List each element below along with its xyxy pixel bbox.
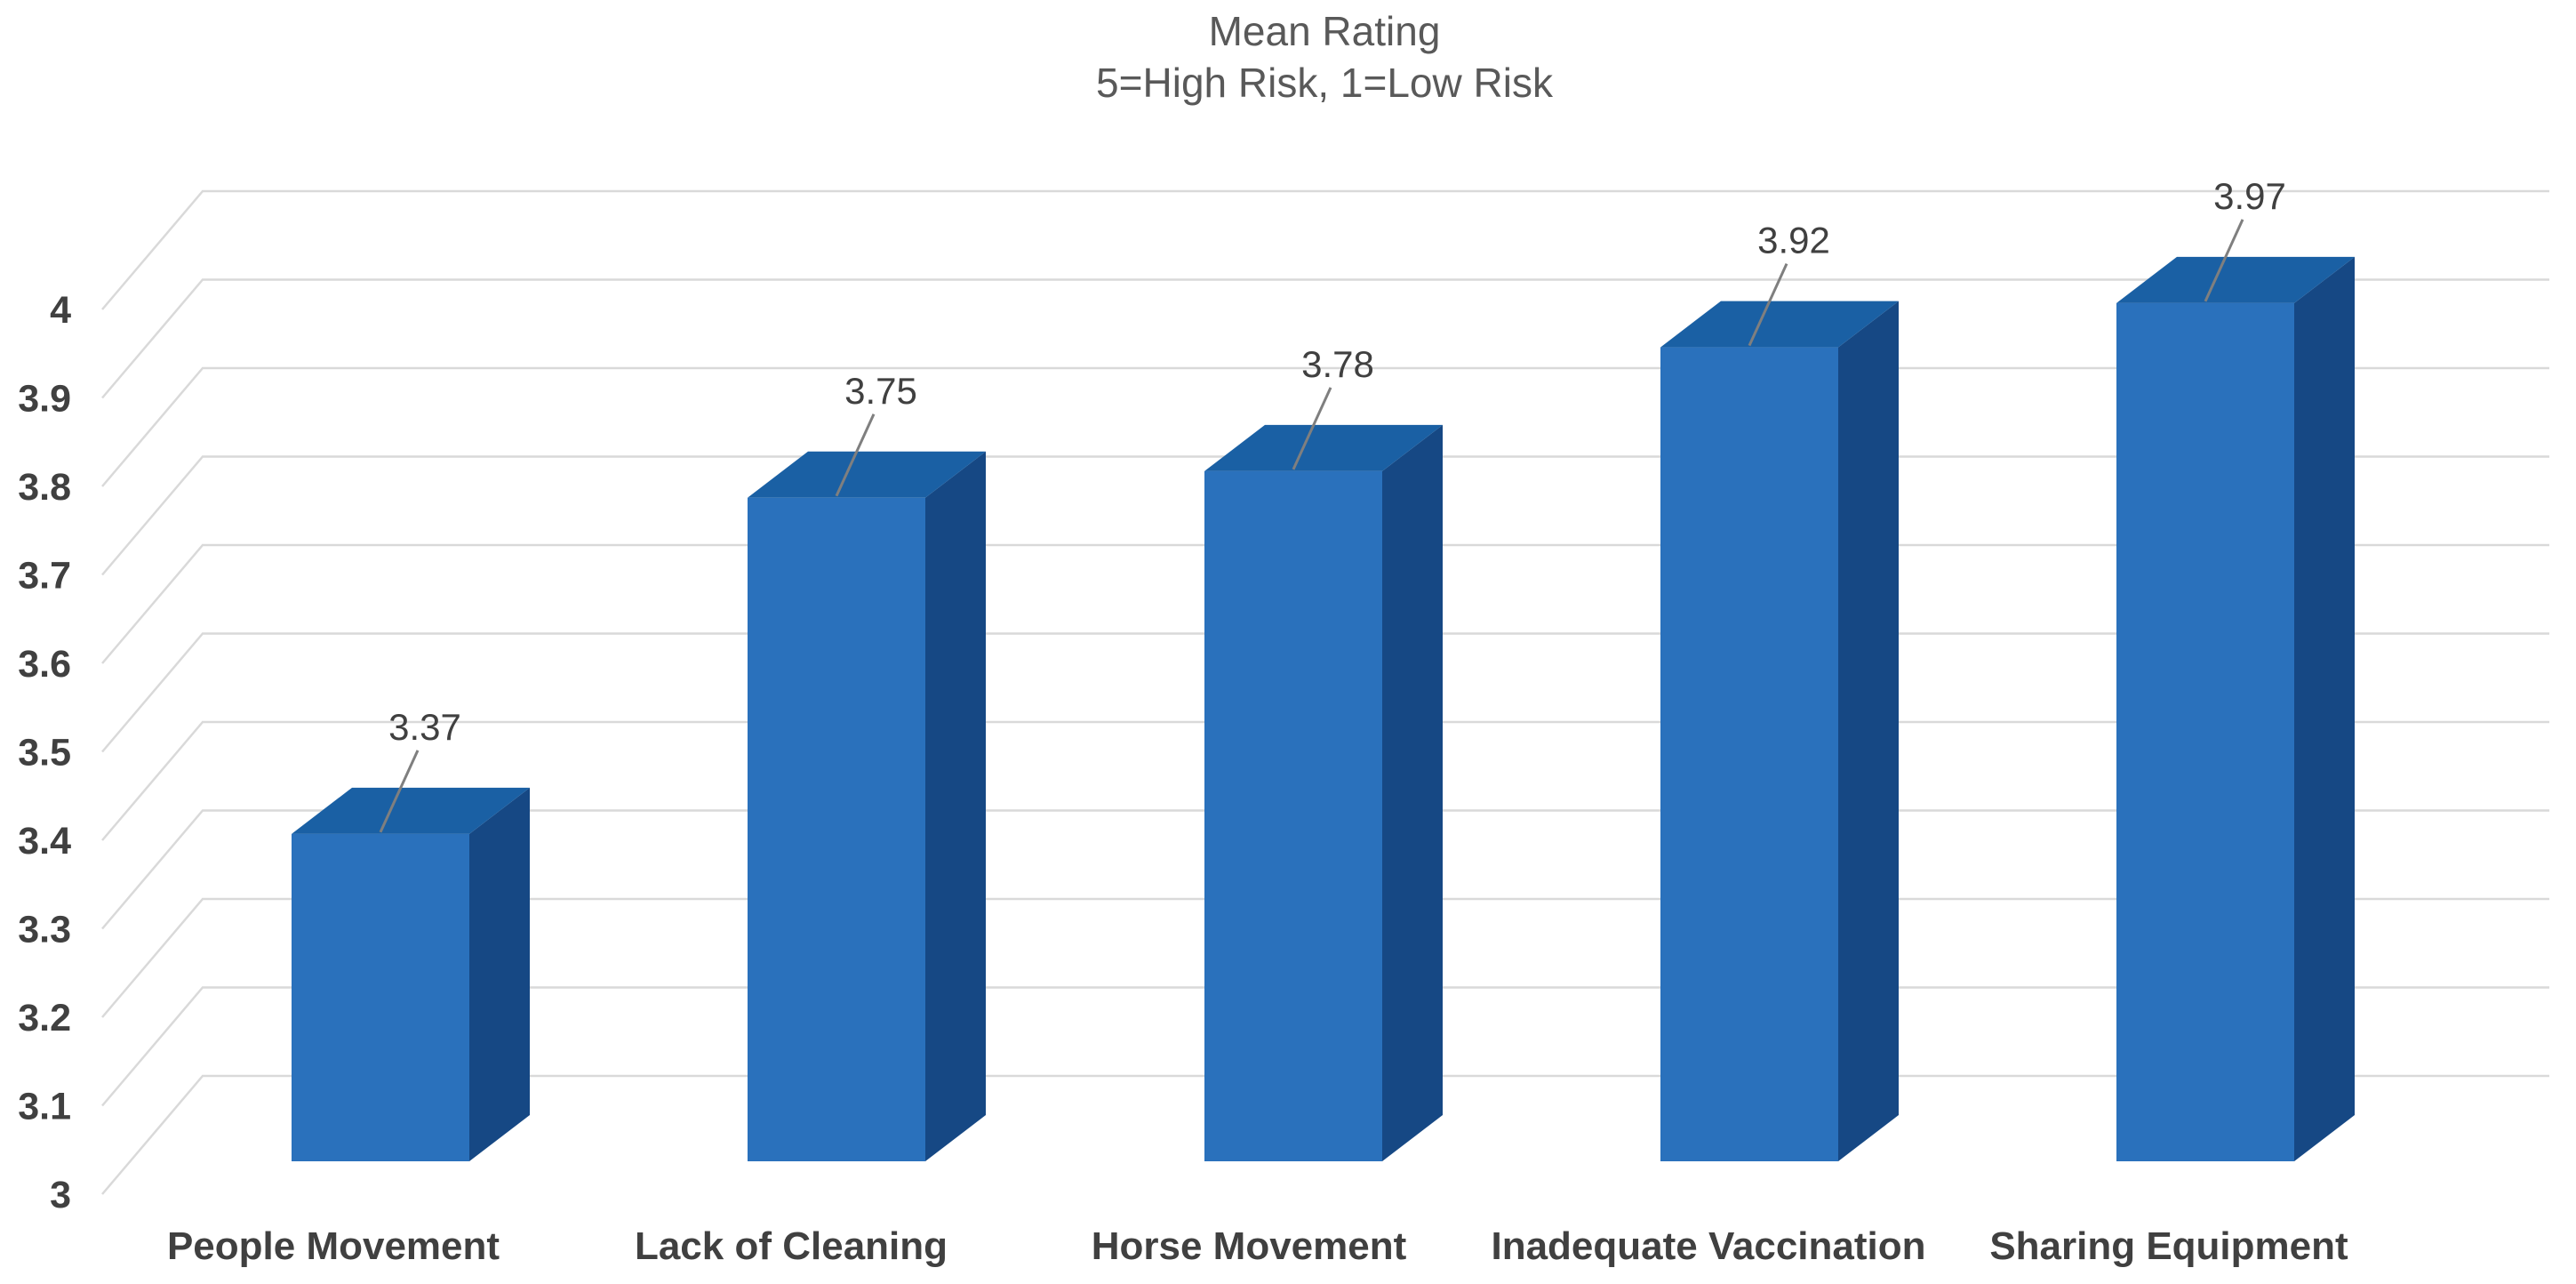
category-label: Inadequate Vaccination bbox=[1491, 1224, 1925, 1268]
data-label: 3.78 bbox=[1301, 343, 1374, 385]
bar bbox=[2116, 256, 2355, 1162]
gridline bbox=[101, 278, 2549, 399]
bar-front-face bbox=[1204, 470, 1382, 1161]
chart-subtitle: 5=High Risk, 1=Low Risk bbox=[1096, 60, 1553, 106]
bar-side-face bbox=[1838, 301, 1899, 1162]
y-axis-tick-label: 4 bbox=[50, 289, 71, 332]
y-axis-tick-label: 3.9 bbox=[18, 378, 71, 421]
y-axis-tick-label: 3 bbox=[50, 1174, 71, 1216]
bar bbox=[292, 787, 530, 1161]
bar-side-face bbox=[925, 451, 986, 1161]
bar-top-face bbox=[1660, 301, 1899, 348]
bar bbox=[748, 451, 986, 1161]
chart-title: Mean Rating bbox=[1208, 8, 1441, 54]
bar-top-face bbox=[748, 451, 986, 498]
bar-front-face bbox=[1660, 347, 1838, 1162]
category-label: People Movement bbox=[167, 1224, 500, 1268]
category-label: Lack of Cleaning bbox=[635, 1224, 948, 1268]
data-label-leader-line bbox=[1292, 387, 1332, 470]
bar-top-face bbox=[292, 787, 530, 834]
y-axis-tick-label: 3.8 bbox=[18, 466, 71, 509]
bar-side-face bbox=[2294, 256, 2355, 1162]
category-label: Horse Movement bbox=[1092, 1224, 1407, 1268]
bar bbox=[1204, 424, 1443, 1161]
chart-title-block: Mean Rating 5=High Risk, 1=Low Risk bbox=[1096, 5, 1553, 108]
bar-front-face bbox=[292, 833, 469, 1161]
data-label: 3.37 bbox=[388, 706, 461, 748]
y-axis-tick-label: 3.2 bbox=[18, 997, 71, 1039]
data-label-leader-line bbox=[835, 413, 876, 497]
data-label: 3.92 bbox=[1757, 220, 1830, 261]
y-axis-tick-label: 3.6 bbox=[18, 643, 71, 686]
bar-top-face bbox=[2116, 256, 2355, 303]
bar-front-face bbox=[2116, 302, 2294, 1162]
y-axis-tick-label: 3.3 bbox=[18, 909, 71, 951]
category-label: Sharing Equipment bbox=[1989, 1224, 2348, 1268]
data-label-leader-line bbox=[379, 750, 420, 833]
bar-top-face bbox=[1204, 424, 1443, 471]
data-label-leader-line bbox=[1748, 262, 1788, 347]
bar-side-face bbox=[1382, 424, 1443, 1161]
gridline bbox=[101, 189, 2549, 310]
data-label-leader-line bbox=[2204, 219, 2244, 302]
y-axis-tick-label: 3.1 bbox=[18, 1086, 71, 1128]
bar bbox=[1660, 301, 1899, 1162]
data-label: 3.97 bbox=[2213, 175, 2286, 217]
y-axis-tick-label: 3.5 bbox=[18, 732, 71, 774]
y-axis-tick-label: 3.4 bbox=[18, 820, 71, 863]
data-label: 3.75 bbox=[844, 370, 917, 412]
bar-side-face bbox=[469, 787, 530, 1161]
y-axis-tick-label: 3.7 bbox=[18, 555, 71, 598]
bar-front-face bbox=[748, 497, 925, 1161]
